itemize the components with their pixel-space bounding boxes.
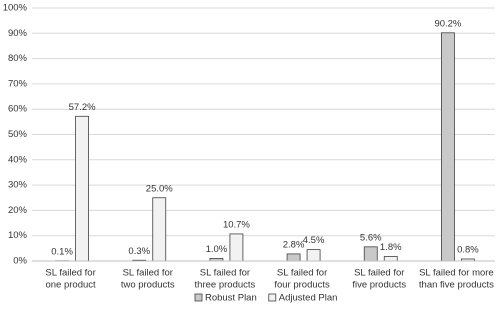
value-label: 2.8% <box>283 239 305 250</box>
x-tick-label: SL failed for <box>123 268 173 279</box>
value-label: 25.0% <box>146 183 173 194</box>
bar <box>286 253 301 262</box>
bar <box>441 32 455 262</box>
x-tick-label: five products <box>352 280 406 291</box>
y-tick-label: 40% <box>8 154 28 165</box>
x-tick-label: than five products <box>419 280 494 291</box>
bar <box>152 197 167 262</box>
x-tick-label: three products <box>195 280 256 291</box>
y-tick-label: 70% <box>8 78 28 89</box>
value-label: 0.3% <box>128 246 150 257</box>
value-label: 10.7% <box>223 219 250 230</box>
legend-swatch <box>268 293 277 302</box>
bar <box>363 246 378 262</box>
value-label: 0.8% <box>457 244 479 255</box>
x-tick-label: SL failed for <box>277 268 327 279</box>
y-tick-label: 50% <box>8 129 28 140</box>
x-tick-label: four products <box>274 280 330 291</box>
y-tick-label: 20% <box>8 205 28 216</box>
y-tick-label: 30% <box>8 180 28 191</box>
y-tick-label: 80% <box>8 53 28 64</box>
value-label: 1.8% <box>380 242 402 253</box>
legend-label: Robust Plan <box>205 293 257 304</box>
y-tick-label: 90% <box>8 28 28 39</box>
x-tick-label: SL failed for <box>45 268 95 279</box>
bar <box>229 233 244 262</box>
y-tick-label: 0% <box>13 256 27 267</box>
x-tick-label: SL failed for more <box>419 268 494 279</box>
x-tick-label: SL failed for <box>354 268 404 279</box>
bar <box>306 249 321 262</box>
y-tick-label: 100% <box>3 3 28 14</box>
bar <box>383 256 398 262</box>
bar <box>75 115 89 262</box>
y-tick-label: 10% <box>8 230 28 241</box>
value-label: 57.2% <box>69 102 96 113</box>
value-label: 4.5% <box>303 235 325 246</box>
value-label: 90.2% <box>434 18 461 29</box>
x-tick-label: SL failed for <box>200 268 250 279</box>
value-label: 0.1% <box>51 246 73 257</box>
legend-swatch <box>194 293 203 302</box>
legend-label: Adjusted Plan <box>279 293 338 304</box>
x-tick-label: two products <box>121 280 175 291</box>
y-tick-label: 60% <box>8 104 28 115</box>
value-label: 5.6% <box>360 232 382 243</box>
x-tick-label: one product <box>45 280 96 291</box>
value-label: 1.0% <box>206 244 228 255</box>
